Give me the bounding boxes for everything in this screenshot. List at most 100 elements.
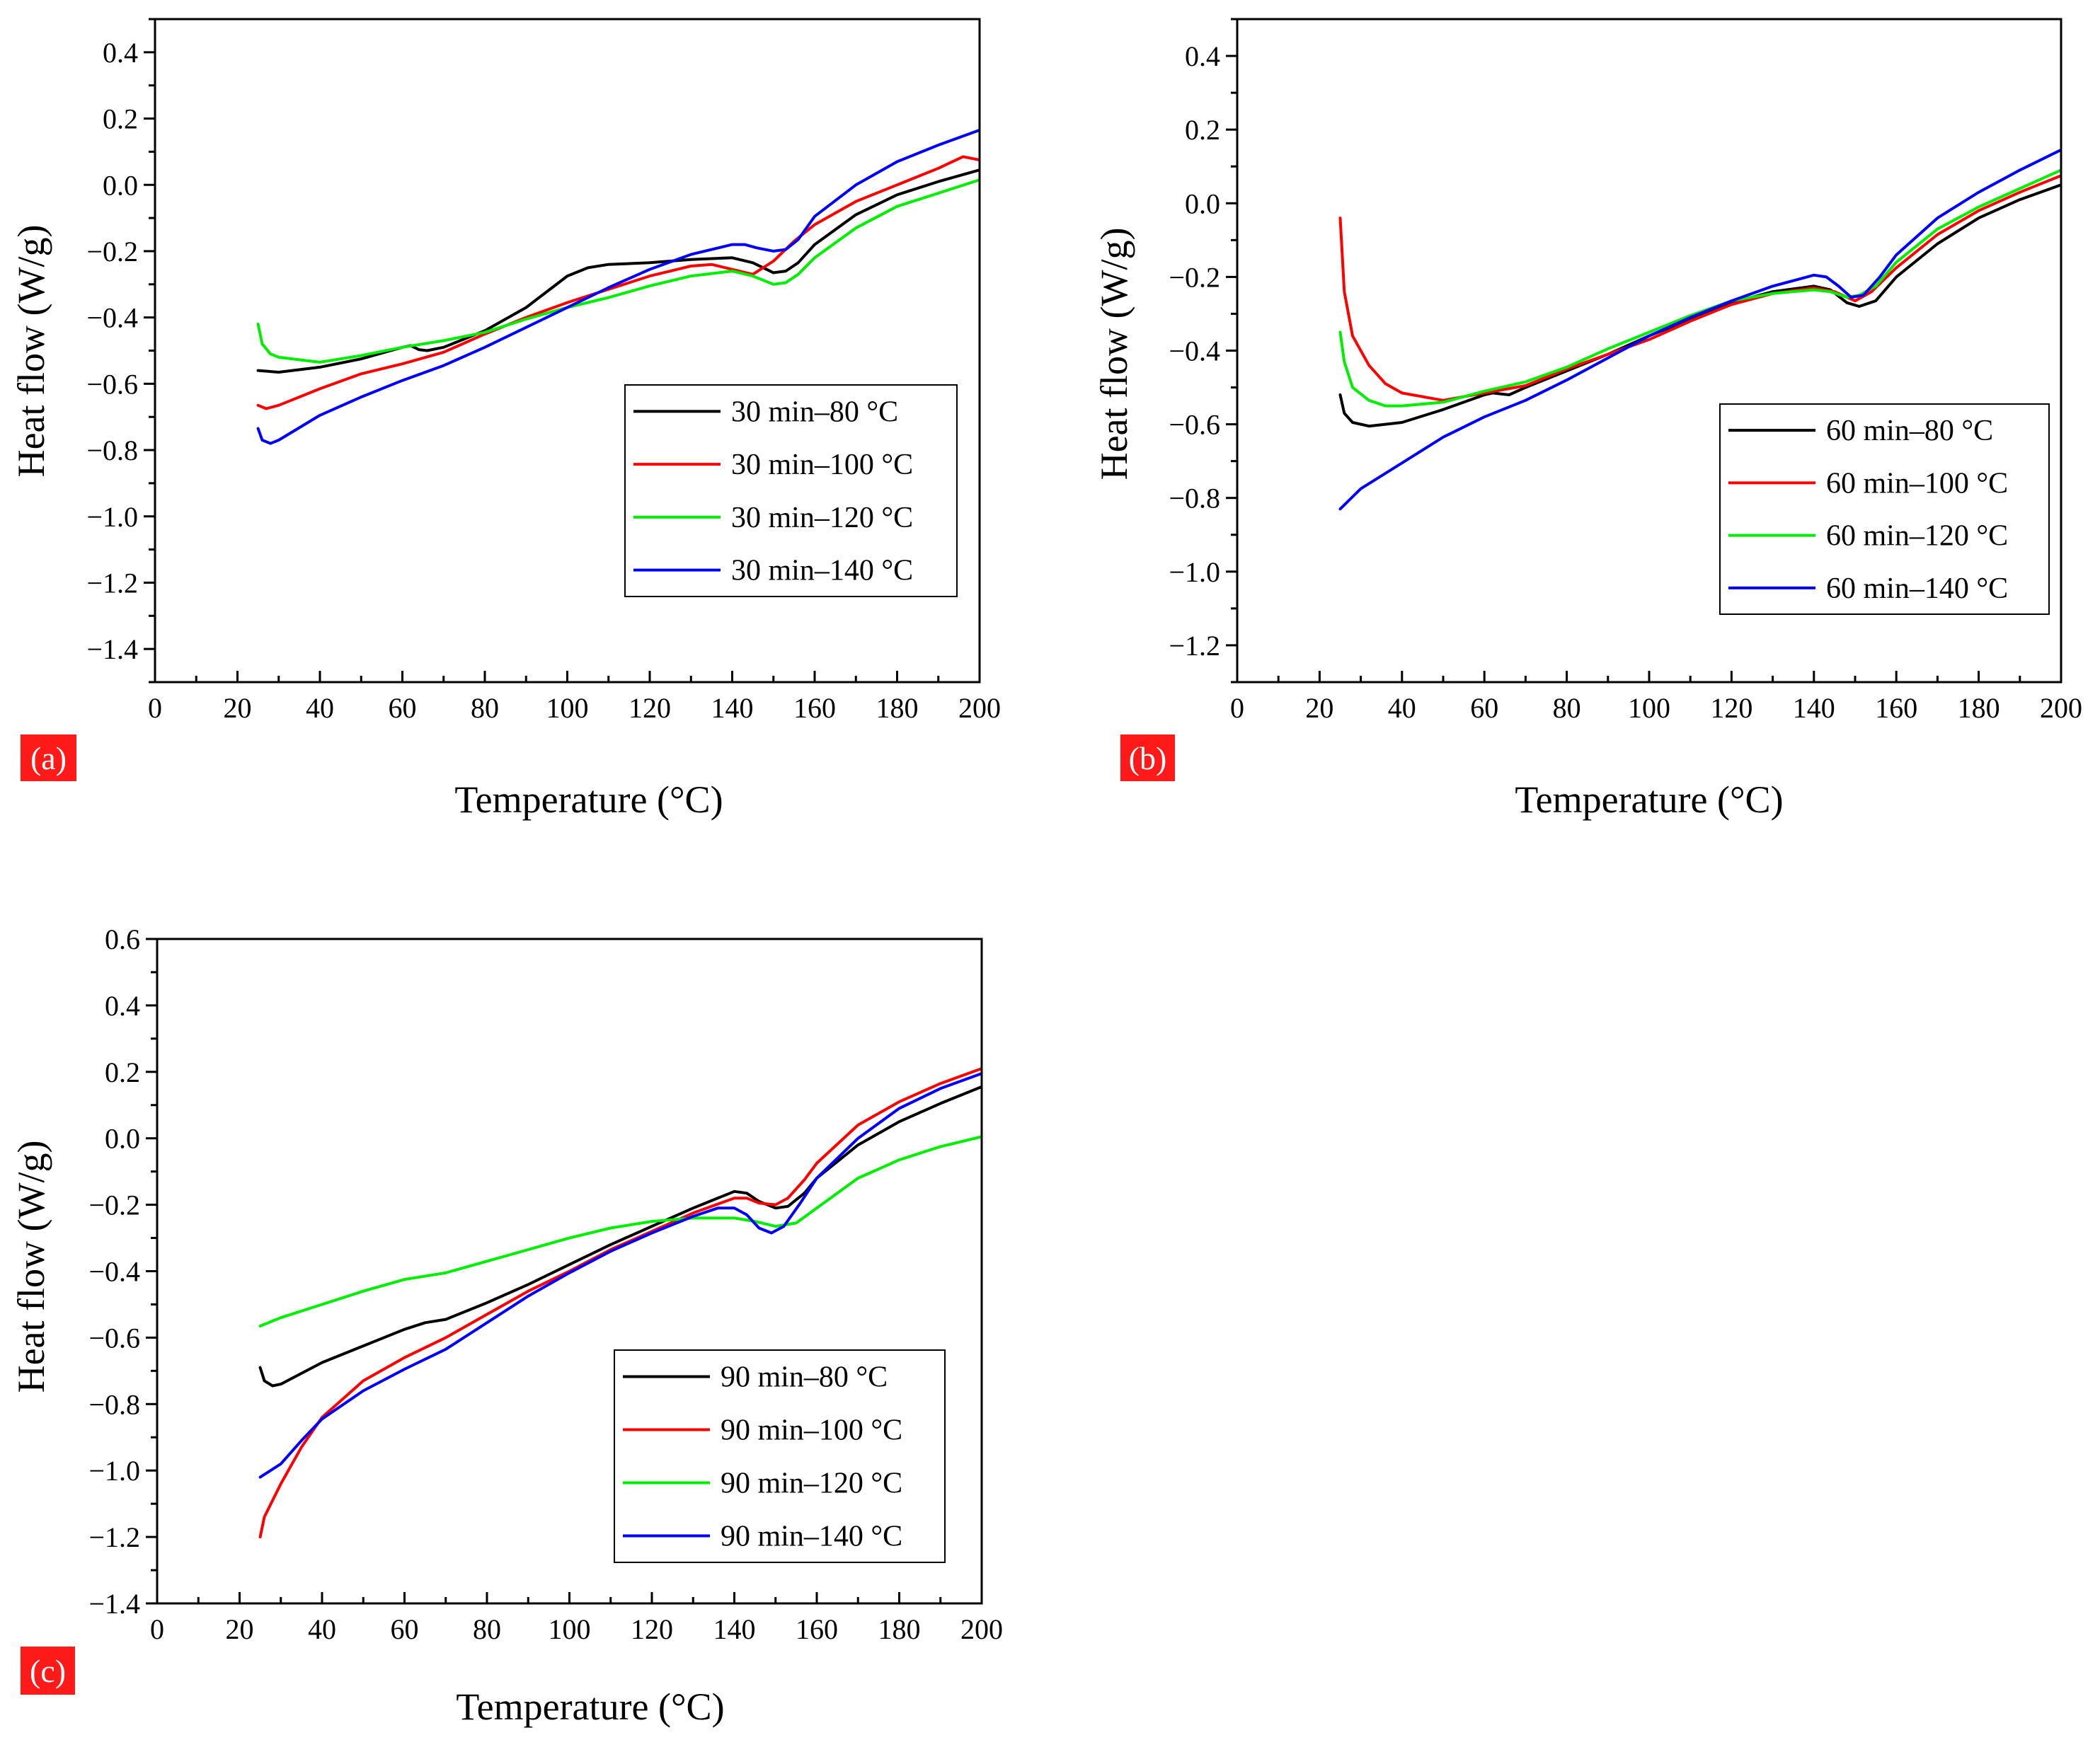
panel-tag-box [1120,734,1175,781]
y-tick-label: −0.4 [86,302,138,334]
x-tick-label: 100 [546,692,589,724]
legend-label-0: 60 min–80 °C [1826,415,1993,447]
y-tick-label: −0.6 [1169,409,1220,441]
y-tick-label: 0.2 [103,103,138,135]
y-tick-label: 0.4 [1185,40,1220,72]
x-tick-label: 40 [308,1613,336,1645]
y-tick-label: −1.4 [86,633,138,665]
y-tick-label: −0.8 [1169,483,1220,514]
x-tick-label: 140 [1793,692,1835,724]
x-tick-label: 40 [306,692,334,724]
x-tick-label: 160 [796,1613,838,1645]
x-tick-label: 0 [150,1613,164,1645]
x-axis-title: Temperature (°C) [456,1685,724,1728]
series-line-b-2 [1338,168,2061,408]
y-tick-label: −0.2 [88,1189,140,1221]
panel-tag-box [21,734,76,781]
y-tick-label: 0.0 [105,1123,140,1155]
legend-label-1: 60 min–100 °C [1826,467,2008,500]
x-tick-label: 40 [1388,692,1416,724]
legend-box [1719,403,2050,615]
y-tick-label: −1.4 [88,1588,140,1620]
chart-panel-b: 0 20 40 60 80 100 120 140 160 180 200 −1.2 −1.0 −0.8 −… [1093,18,2082,821]
legend-box [624,384,958,597]
x-tick-label: 0 [148,692,162,724]
series-line-a-0 [256,168,980,374]
y-tick-label: −1.0 [86,501,138,533]
y-tick-label: −0.8 [88,1388,140,1420]
y-tick-label: 0.2 [1185,114,1220,146]
panel-tag-label: (c) [30,1653,66,1689]
x-tick-label: 180 [1958,692,2000,724]
series-line-b-3 [1338,148,2061,511]
legend-label-1: 30 min–100 °C [731,449,913,481]
x-tick-label: 200 [2040,692,2082,724]
y-tick-label: −1.0 [88,1455,140,1487]
x-tick-label: 100 [1628,692,1670,724]
y-tick-label: −0.2 [86,236,138,267]
y-tick-label: 0.6 [105,923,140,955]
chart-panel-a: 0 20 40 60 80 100 120 140 160 180 200 −1.4 −1.2 −1.0 −… [10,18,1001,821]
legend-label-2: 90 min–120 °C [721,1468,902,1500]
legend-box [614,1349,946,1563]
legend-label-3: 30 min–140 °C [731,555,913,587]
legend-label-1: 90 min–100 °C [721,1414,902,1447]
y-tick-label: −0.6 [86,368,138,400]
legend-label-0: 90 min–80 °C [721,1361,888,1394]
x-tick-label: 20 [1305,692,1333,724]
y-tick-label: −0.2 [1169,261,1220,293]
x-tick-label: 60 [389,692,417,724]
y-tick-label: −0.8 [86,434,138,466]
x-tick-label: 160 [1875,692,1917,724]
x-tick-label: 120 [629,692,671,724]
x-tick-label: 0 [1230,692,1244,724]
y-tick-label: −1.0 [1169,556,1220,588]
x-tick-label: 20 [226,1613,254,1645]
x-tick-label: 180 [878,1613,921,1645]
x-axis-title: Temperature (°C) [454,778,723,821]
y-tick-label: −1.2 [88,1521,140,1553]
y-tick-label: −1.2 [1169,630,1220,662]
y-tick-label: 0.0 [103,169,138,201]
x-tick-label: 80 [471,692,499,724]
x-axis-title: Temperature (°C) [1515,778,1783,821]
x-tick-label: 80 [473,1613,501,1645]
x-tick-label: 140 [713,1613,756,1645]
legend-label-3: 90 min–140 °C [721,1521,902,1553]
y-tick-label: −1.2 [86,567,138,599]
x-tick-label: 60 [1470,692,1498,724]
legend-label-3: 60 min–140 °C [1826,572,2008,605]
panel-tag-label: (b) [1129,740,1167,776]
y-tick-label: 0.4 [105,990,140,1022]
legend-label-2: 60 min–120 °C [1826,520,2008,553]
y-axis-title: Heat flow (W/g) [10,225,52,478]
y-tick-label: −0.4 [1169,335,1220,367]
panel-tag-label: (a) [30,740,67,776]
x-tick-label: 100 [549,1613,591,1645]
x-tick-label: 140 [711,692,754,724]
y-tick-label: −0.4 [88,1256,140,1288]
legend-label-0: 30 min–80 °C [731,396,898,428]
x-tick-label: 200 [958,692,1001,724]
series-line-c-0 [258,1085,982,1388]
panel-tag-box [21,1647,75,1695]
x-tick-label: 180 [876,692,919,724]
series-line-c-2 [258,1135,982,1327]
chart-panel-c: 0 20 40 60 80 100 120 140 160 180 200 −1.4 −1.2 −1.0 −… [10,923,1003,1728]
x-tick-label: 120 [1710,692,1752,724]
x-tick-label: 60 [391,1613,419,1645]
y-axis-title: Heat flow (W/g) [1093,228,1135,480]
legend-label-2: 30 min–120 °C [731,502,913,534]
y-axis-title: Heat flow (W/g) [10,1141,52,1393]
x-tick-label: 120 [631,1613,673,1645]
y-tick-label: 0.4 [103,37,138,69]
x-tick-label: 20 [224,692,252,724]
series-line-b-1 [1338,174,2061,402]
x-tick-label: 160 [793,692,836,724]
series-line-c-3 [258,1072,982,1479]
y-tick-label: 0.2 [105,1056,140,1088]
x-tick-label: 200 [960,1613,1003,1645]
y-tick-label: −0.6 [88,1322,140,1354]
series-line-a-3 [256,128,980,445]
